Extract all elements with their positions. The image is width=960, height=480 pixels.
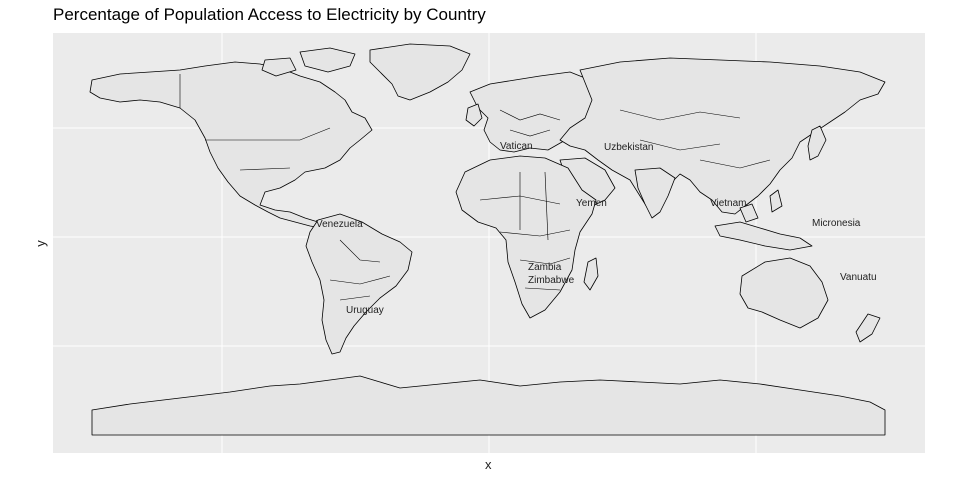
japan	[807, 125, 827, 161]
chart-title: Percentage of Population Access to Elect…	[53, 5, 486, 24]
label-vietnam: Vietnam	[710, 198, 747, 209]
label-zimbabwe: Zimbabwe	[528, 275, 575, 286]
australia	[739, 257, 829, 329]
label-vanuatu: Vanuatu	[840, 272, 877, 283]
x-axis-label: x	[485, 457, 492, 472]
africa	[455, 155, 597, 319]
label-uruguay: Uruguay	[346, 305, 384, 316]
country-labels: Venezuela Uruguay Yemen Vietnam Micrones…	[316, 141, 877, 316]
label-vatican: Vatican	[500, 141, 533, 152]
label-zambia: Zambia	[528, 262, 562, 273]
madagascar	[583, 257, 599, 291]
new-zealand	[855, 313, 881, 343]
land-masses	[89, 43, 886, 436]
arctic-islands	[299, 47, 356, 73]
label-uzbekistan: Uzbekistan	[604, 142, 653, 153]
india	[634, 167, 676, 219]
north-america	[89, 61, 373, 229]
country-borders	[179, 74, 771, 301]
label-yemen: Yemen	[576, 198, 607, 209]
antarctica	[91, 375, 886, 436]
uk-ireland	[465, 103, 483, 127]
indonesia	[714, 221, 813, 251]
europe	[469, 71, 599, 153]
label-venezuela: Venezuela	[316, 219, 363, 230]
greenland	[369, 43, 471, 101]
label-micronesia: Micronesia	[812, 218, 861, 229]
